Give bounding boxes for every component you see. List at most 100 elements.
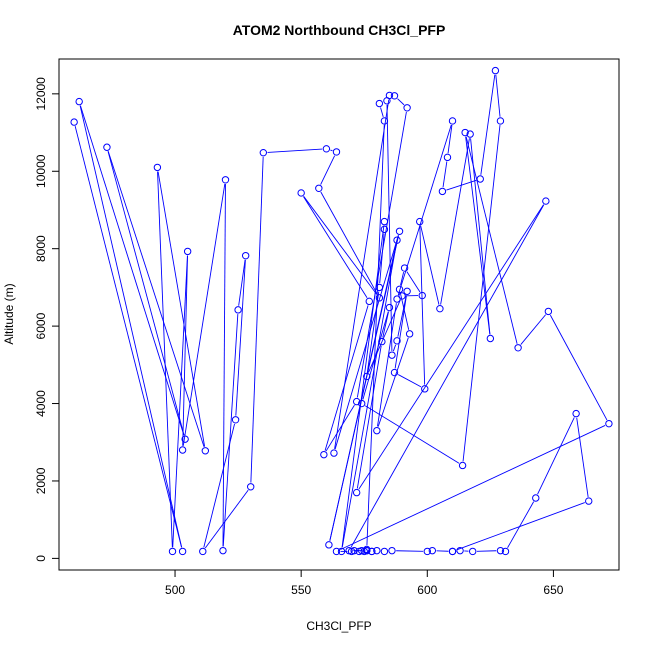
- data-point: [403, 104, 411, 112]
- data-point: [70, 118, 78, 126]
- data-point: [352, 397, 361, 406]
- data-point: [456, 546, 464, 555]
- data-point: [178, 547, 187, 556]
- data-point: [388, 351, 396, 359]
- data-point: [390, 92, 399, 100]
- x-tick-label: 600: [417, 583, 437, 597]
- data-point: [496, 546, 505, 555]
- y-tick-label: 8000: [34, 235, 48, 262]
- data-point: [443, 153, 452, 162]
- series-segment: [107, 151, 185, 436]
- data-point: [405, 330, 414, 338]
- data-point: [380, 547, 389, 556]
- series-segment: [379, 233, 385, 284]
- series-segment: [324, 305, 369, 451]
- data-point: [461, 128, 469, 137]
- series-segment: [400, 272, 405, 286]
- y-tick-label: 6000: [34, 312, 48, 339]
- x-tick-label: 500: [165, 583, 185, 597]
- data-point: [501, 547, 510, 556]
- series-segment: [182, 255, 188, 446]
- data-point: [183, 247, 192, 256]
- series-segment: [456, 502, 585, 551]
- data-point: [337, 547, 346, 556]
- series-segment: [397, 295, 407, 337]
- data-point: [358, 399, 366, 408]
- data-point: [390, 368, 399, 377]
- data-point: [476, 175, 484, 183]
- data-point: [315, 184, 323, 193]
- data-point: [234, 306, 242, 314]
- data-point: [247, 483, 255, 491]
- series-segment: [320, 155, 336, 185]
- data-point: [363, 546, 371, 555]
- y-tick-label: 10000: [34, 154, 48, 188]
- data-point: [378, 337, 386, 346]
- series-segment: [356, 345, 382, 489]
- data-point: [199, 547, 207, 556]
- series-segment: [80, 105, 185, 436]
- series-segment: [397, 98, 405, 106]
- series-segment: [358, 204, 544, 490]
- data-point: [458, 461, 467, 470]
- data-point: [514, 344, 522, 352]
- series-segment: [465, 136, 518, 344]
- series-segment: [238, 259, 246, 306]
- series-segment: [222, 183, 226, 547]
- data-point: [332, 148, 341, 156]
- data-point: [466, 130, 474, 138]
- data-point: [448, 117, 457, 125]
- data-point: [153, 163, 162, 172]
- chart-title: ATOM2 Northbound CH3Cl_PFP: [233, 22, 446, 38]
- data-point: [181, 435, 189, 443]
- data-point: [231, 416, 240, 424]
- series-segment: [222, 314, 239, 547]
- series-segment: [329, 244, 397, 541]
- series-segment: [325, 404, 355, 452]
- data-point: [585, 497, 593, 505]
- series-segment: [520, 314, 547, 345]
- data-point: [259, 148, 268, 157]
- series-segment: [267, 148, 323, 153]
- data-point: [491, 66, 500, 75]
- series-segment: [440, 138, 470, 305]
- series-segment: [74, 126, 183, 548]
- data-point: [375, 283, 384, 292]
- series-segment: [334, 99, 390, 450]
- series-segment: [341, 244, 397, 548]
- x-tick-label: 650: [543, 583, 563, 597]
- data-point: [393, 236, 401, 244]
- series-segment: [419, 225, 426, 385]
- data-point: [373, 426, 381, 435]
- y-tick-label: 2000: [34, 467, 48, 494]
- series-segment: [303, 196, 368, 299]
- data-point: [380, 225, 389, 234]
- data-point: [103, 143, 111, 151]
- y-axis: 0 2000 4000 6000 8000 10000 12000: [34, 77, 59, 562]
- series-segment: [394, 295, 407, 369]
- series-segment: [320, 191, 378, 295]
- data-point: [352, 488, 361, 497]
- x-tick-label: 550: [291, 583, 311, 597]
- series-segment: [462, 125, 501, 462]
- series-segment: [235, 259, 246, 416]
- series-segment: [330, 149, 333, 152]
- data-point: [368, 547, 376, 556]
- series-segment: [480, 74, 496, 175]
- data-point: [428, 546, 437, 555]
- series-segment: [420, 225, 440, 305]
- data-point: [395, 227, 404, 235]
- series-segment: [340, 425, 606, 551]
- series-segment: [182, 183, 226, 446]
- data-point: [330, 449, 338, 457]
- series-segment: [157, 171, 206, 447]
- series-segment: [341, 225, 385, 548]
- series-segment: [157, 171, 173, 548]
- data-point: [350, 546, 358, 555]
- series-segment: [396, 550, 424, 552]
- y-axis-label: Altitude (m): [2, 283, 16, 344]
- series-segment: [350, 204, 545, 548]
- data-point: [365, 297, 373, 306]
- series-segment: [362, 311, 389, 400]
- series-segment: [382, 311, 389, 338]
